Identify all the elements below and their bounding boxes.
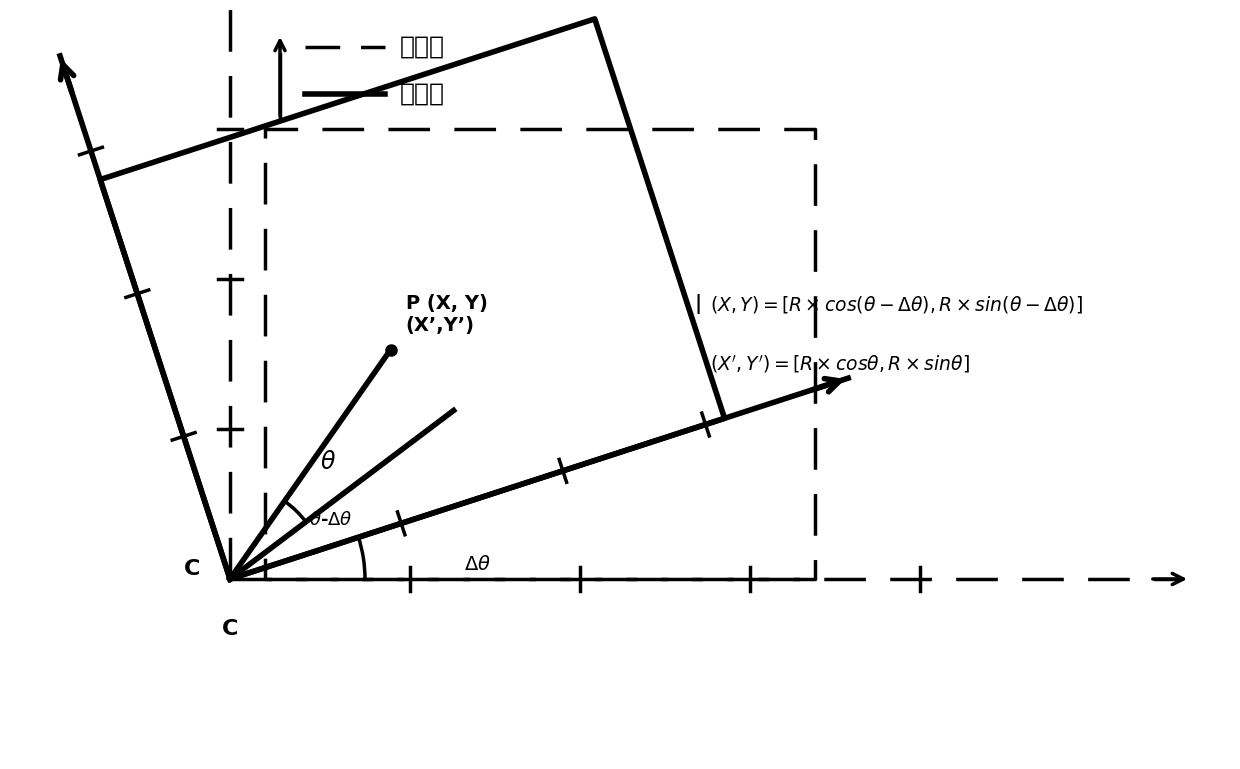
Text: $\theta$-$\Delta\theta$: $\theta$-$\Delta\theta$ <box>309 511 352 529</box>
Text: 红外光: 红外光 <box>401 82 445 106</box>
Text: 可见光: 可见光 <box>401 35 445 59</box>
Text: $(X, Y)=[R \times cos(\theta-\Delta\theta), R \times sin(\theta-\Delta\theta)]$: $(X, Y)=[R \times cos(\theta-\Delta\thet… <box>711 294 1083 315</box>
Text: C: C <box>222 619 238 639</box>
Text: $\Delta\theta$: $\Delta\theta$ <box>465 555 491 574</box>
Text: |: | <box>694 294 702 314</box>
Text: $\theta$: $\theta$ <box>320 450 336 474</box>
Text: C: C <box>184 559 200 579</box>
Text: $(X',Y')=[R \times cos\theta, R \times sin\theta]$: $(X',Y')=[R \times cos\theta, R \times s… <box>711 353 970 375</box>
Text: P (X, Y)
(X’,Y’): P (X, Y) (X’,Y’) <box>405 294 487 335</box>
